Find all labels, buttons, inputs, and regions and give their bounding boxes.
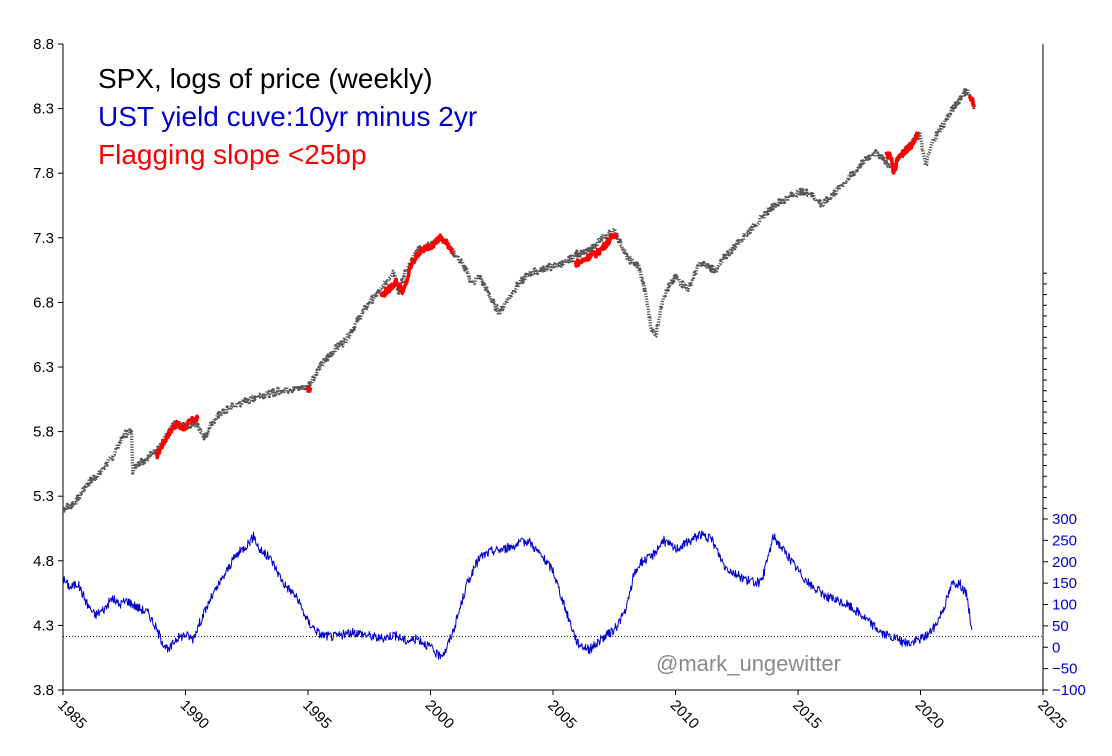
x-tick-label: 2015 <box>789 697 825 733</box>
legend-spx: SPX, logs of price (weekly) <box>98 63 433 94</box>
x-tick-label: 1995 <box>299 697 335 733</box>
legend-flag: Flagging slope <25bp <box>98 139 367 170</box>
watermark: @mark_ungewitter <box>656 651 841 676</box>
y-left-tick-label: 6.8 <box>33 294 54 311</box>
y-right-tick-label: 200 <box>1052 554 1077 571</box>
x-tick-label: 1990 <box>177 697 213 733</box>
flag-segment <box>573 232 619 268</box>
x-tick-label: 2020 <box>912 697 948 733</box>
y-right-tick-label: 0 <box>1052 639 1060 656</box>
x-axis-ticks: 1985 1990 1995 2000 2005 2010 2015 2020 2025 <box>54 690 1070 732</box>
y-left-tick-label: 8.3 <box>33 101 54 118</box>
y-left-tick-label: 4.8 <box>33 553 54 570</box>
yield-curve-line <box>62 530 973 660</box>
y-right-tick-label: −100 <box>1052 682 1086 699</box>
flag-segment <box>306 385 313 393</box>
x-tick-label: 2025 <box>1034 697 1070 733</box>
y-left-tick-label: 5.8 <box>33 424 54 441</box>
x-tick-label: 2005 <box>544 697 580 733</box>
y-right-tick-label: 250 <box>1052 532 1077 549</box>
y-left-tick-label: 3.8 <box>33 682 54 699</box>
y-left-tick-label: 5.3 <box>33 488 54 505</box>
series-layer <box>61 87 977 660</box>
y-left-tick-label: 7.3 <box>33 230 54 247</box>
x-tick-label: 2010 <box>667 697 703 733</box>
flag-segment <box>379 233 455 298</box>
x-tick-label: 1985 <box>54 697 90 733</box>
y-right-tick-label: 50 <box>1052 618 1069 635</box>
x-tick-label: 2000 <box>422 697 458 733</box>
legend: SPX, logs of price (weekly) UST yield cu… <box>98 63 477 170</box>
y-axis-left-ticks: 3.8 4.3 4.8 5.3 5.8 6.3 6.8 7.3 7.8 8.3 8.8 <box>33 36 63 699</box>
y-left-tick-label: 7.8 <box>33 165 54 182</box>
y-left-tick-label: 6.3 <box>33 359 54 376</box>
y-right-tick-label: −50 <box>1052 661 1077 678</box>
y-axis-right-minor-ticks <box>1043 272 1047 509</box>
y-left-tick-label: 8.8 <box>33 36 54 53</box>
y-right-tick-label: 100 <box>1052 597 1077 614</box>
flag-segment <box>154 414 200 460</box>
y-left-tick-label: 4.3 <box>33 617 54 634</box>
flag-segment <box>967 95 977 108</box>
legend-yield-curve: UST yield cuve:10yr minus 2yr <box>98 101 477 132</box>
y-axis-right-ticks: −100 −50 0 50 100 150 200 250 300 <box>1043 511 1086 699</box>
flag-segment <box>884 131 920 175</box>
y-right-tick-label: 300 <box>1052 511 1077 528</box>
spx-line <box>61 87 976 513</box>
y-right-tick-label: 150 <box>1052 575 1077 592</box>
